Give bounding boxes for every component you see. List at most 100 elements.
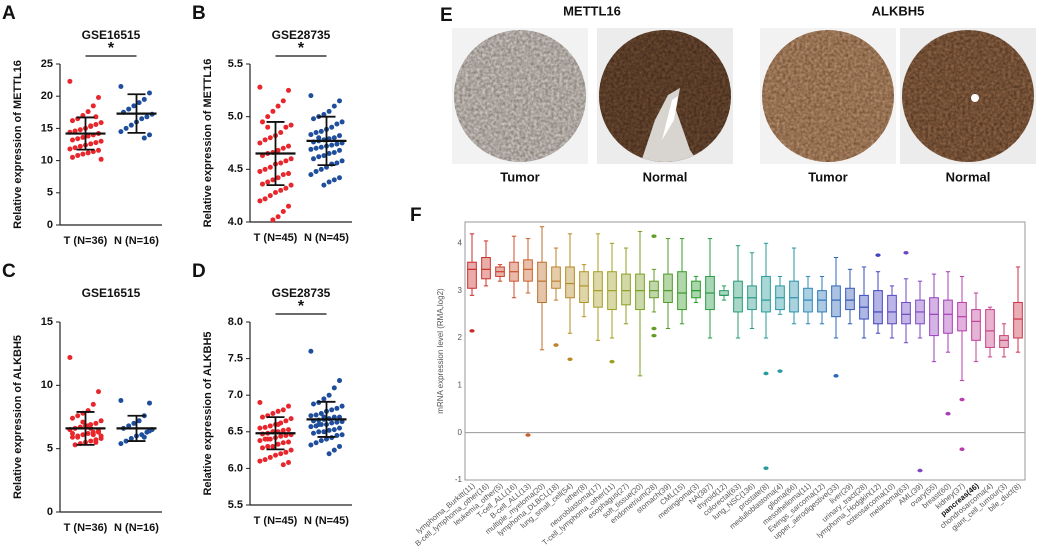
data-point [67, 146, 73, 152]
x-tick-label: T (N=36) [64, 235, 108, 247]
outlier [833, 374, 839, 378]
data-point [331, 427, 337, 433]
data-point [70, 137, 75, 143]
data-point [93, 439, 99, 445]
data-point [118, 398, 124, 404]
outlier [525, 433, 531, 437]
data-point [75, 434, 81, 440]
outlier [469, 329, 475, 333]
data-point [70, 434, 75, 440]
y-tick-label: 0 [47, 506, 53, 518]
data-point [286, 203, 291, 209]
box [635, 273, 645, 311]
data-point [275, 103, 281, 109]
y-tick-label: 15 [41, 122, 53, 134]
data-point [288, 416, 294, 422]
data-point [313, 129, 319, 135]
data-point [270, 177, 276, 183]
data-point [257, 400, 263, 406]
box [691, 280, 701, 299]
data-point [88, 141, 94, 147]
box [537, 261, 547, 303]
y-tick-label: 20 [41, 90, 53, 102]
box [1013, 301, 1023, 339]
data-point [77, 143, 83, 149]
data-point [85, 133, 91, 139]
y-tick-label: 5 [47, 187, 53, 199]
data-point [308, 146, 314, 152]
data-point [283, 185, 289, 191]
chart-title: GSE16515 [82, 28, 141, 42]
data-point [98, 418, 104, 424]
data-point [318, 411, 324, 416]
data-point [275, 147, 281, 153]
data-point [313, 168, 319, 174]
data-point [334, 432, 340, 438]
data-point [257, 168, 263, 174]
data-point [88, 438, 94, 444]
data-point [337, 98, 342, 104]
data-point [286, 460, 291, 466]
data-point [334, 419, 340, 425]
box [565, 266, 575, 299]
data-point [331, 149, 337, 155]
image-caption: Tumor [500, 169, 539, 184]
data-point [131, 103, 137, 109]
data-point [72, 442, 78, 448]
outlier [777, 369, 783, 373]
tissue-lumen [971, 94, 979, 102]
data-point [80, 151, 86, 157]
data-point [326, 451, 332, 457]
x-tick-label: N (N=45) [304, 515, 349, 527]
data-point [337, 175, 342, 181]
outlier [763, 466, 769, 470]
data-point [324, 436, 329, 442]
data-point [288, 156, 294, 162]
data-point [339, 403, 345, 409]
data-point [275, 441, 281, 447]
data-point [141, 135, 147, 141]
outlier [651, 234, 657, 239]
box [481, 257, 491, 280]
box [817, 290, 827, 313]
data-point [326, 392, 332, 398]
data-point [67, 354, 73, 360]
data-point [265, 436, 271, 442]
data-point [278, 187, 284, 193]
box [677, 271, 687, 311]
data-point [278, 129, 284, 135]
panel-letter: E [440, 5, 453, 26]
data-point [260, 445, 265, 451]
data-point [275, 175, 281, 181]
y-tick-label: 7.0 [228, 389, 243, 401]
data-point [308, 424, 314, 430]
data-point [318, 128, 324, 134]
panel-letter: A [2, 3, 16, 24]
outlier [609, 359, 615, 364]
box [971, 309, 981, 341]
data-point [70, 118, 75, 124]
image-caption: Normal [643, 169, 688, 184]
data-point [273, 190, 278, 196]
x-tick-label: T (N=36) [64, 522, 108, 534]
tissue-texture [454, 30, 586, 162]
data-point [270, 108, 276, 114]
box [901, 301, 911, 325]
chart-title: GSE28735 [272, 28, 331, 42]
data-point [141, 434, 147, 440]
data-point [144, 114, 150, 120]
data-point [321, 396, 327, 402]
data-point [339, 119, 345, 125]
data-point [98, 120, 104, 126]
data-point [308, 442, 314, 448]
panel-e: E METTL16 ALKBH5 Tumor Normal Tumor Norm… [440, 3, 1036, 184]
data-point [326, 151, 332, 157]
box [985, 309, 995, 348]
data-point [67, 78, 73, 84]
data-point [267, 164, 273, 170]
y-tick-label: -1 [455, 475, 463, 484]
data-point [334, 405, 340, 411]
image-caption: Tumor [808, 169, 847, 184]
data-point [329, 407, 335, 413]
data-point [308, 132, 314, 138]
